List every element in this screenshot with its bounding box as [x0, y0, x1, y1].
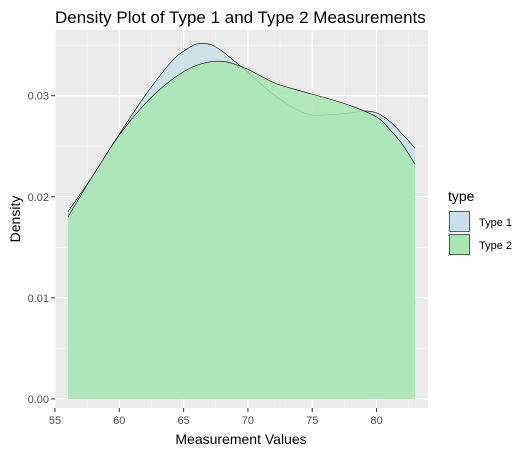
x-tick-label: 70	[242, 415, 254, 427]
x-tick-label: 55	[49, 415, 61, 427]
y-axis: 0.00 0.01 0.02 0.03	[28, 91, 55, 406]
legend-label-type-1: Type 1	[479, 217, 512, 229]
x-axis-label: Measurement Values	[175, 431, 306, 447]
y-tick-label: 0.01	[28, 293, 49, 305]
legend-swatch-type-1	[449, 211, 470, 232]
legend-swatch-type-2	[449, 234, 470, 255]
x-tick-label: 80	[370, 415, 382, 427]
density-areas	[67, 42, 416, 399]
legend-label-type-2: Type 2	[479, 240, 512, 252]
legend: type Type 1 Type 2	[448, 188, 512, 256]
y-tick-label: 0.02	[28, 192, 49, 204]
y-axis-label: Density	[7, 196, 23, 243]
x-tick-label: 60	[113, 415, 125, 427]
density-area-type-2	[67, 61, 416, 399]
y-tick-label: 0.00	[28, 394, 49, 406]
x-tick-label: 75	[306, 415, 318, 427]
x-axis: 55 60 65 70 75 80	[49, 408, 383, 427]
density-line-type-2	[67, 60, 416, 218]
y-tick-label: 0.03	[28, 91, 49, 103]
legend-title: type	[448, 188, 475, 204]
x-tick-label: 65	[177, 415, 189, 427]
chart-title: Density Plot of Type 1 and Type 2 Measur…	[55, 8, 426, 27]
